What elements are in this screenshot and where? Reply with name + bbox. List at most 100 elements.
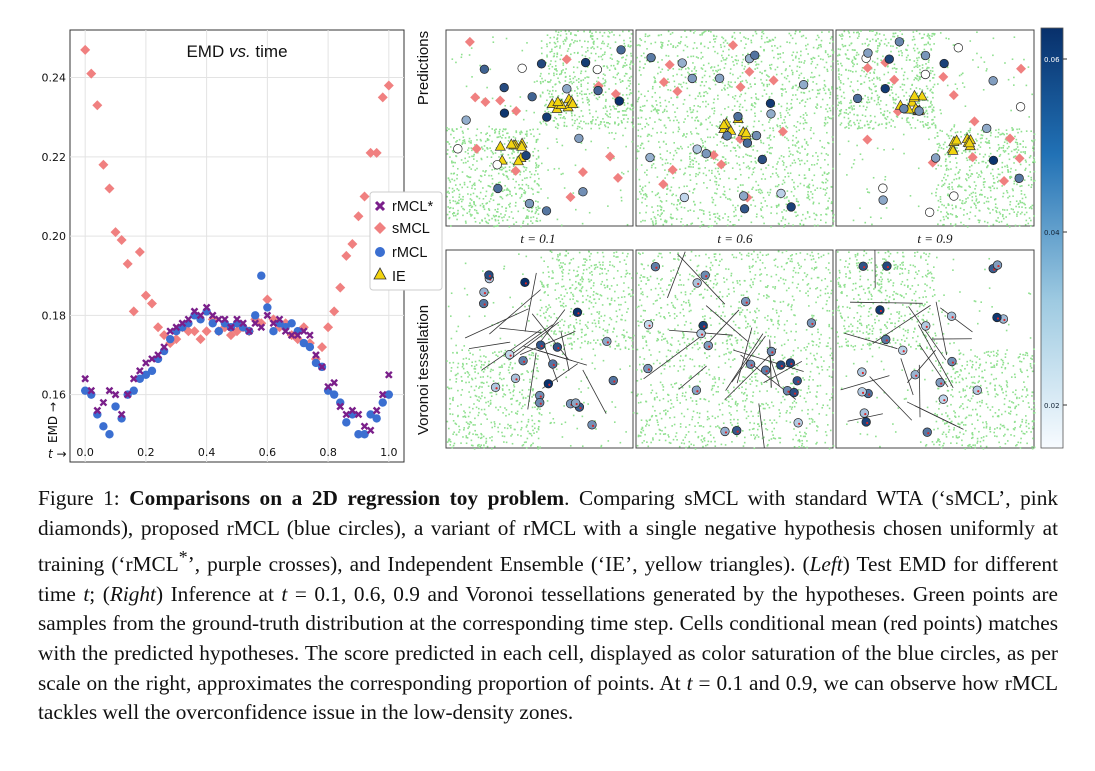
sample-point [783,197,786,200]
sample-point [650,218,653,220]
sample-point [576,275,579,277]
sample-point [478,411,480,414]
rmcl-star-point [105,386,114,395]
sample-point [520,373,523,376]
sample-point [572,81,575,84]
sample-point [455,344,457,347]
sample-point [553,120,555,122]
sample-point [715,69,717,72]
sample-point [640,304,643,307]
sample-point [770,63,773,66]
sample-point [588,255,591,258]
sample-point [687,210,689,212]
sample-point [772,359,775,361]
sample-point [668,359,671,362]
sample-point [506,188,509,191]
sample-point [562,69,564,71]
sample-point [731,441,733,443]
sample-point [630,52,632,55]
sample-point [640,164,643,166]
sample-point [797,185,799,188]
sample-point [588,307,590,310]
sample-point [532,429,534,432]
sample-point [480,433,483,436]
sample-point [603,319,605,322]
smcl-point [122,258,133,269]
sample-point [666,44,669,46]
sample-point [588,109,591,111]
y-tick-label: 0.22 [42,151,67,164]
sample-point [496,203,499,206]
sample-point [688,165,690,168]
sample-point [645,211,647,214]
sample-point [731,35,734,38]
sample-point [670,217,673,220]
rmcl-point [305,342,315,352]
sample-point [584,148,587,151]
sample-point [502,173,504,175]
sample-point [598,96,601,98]
sample-point [494,219,497,222]
sample-point [654,108,656,111]
sample-point [745,349,748,352]
smcl-point [225,330,236,341]
sample-point [630,55,633,57]
sample-point [520,193,523,196]
sample-point [617,60,620,63]
sample-point [447,141,449,143]
sample-point [714,216,717,218]
sample-point [784,136,786,139]
sample-point [741,106,744,109]
sample-point [740,93,743,96]
sample-point [540,256,543,259]
sample-point [745,43,747,46]
sample-point [599,344,602,346]
sample-point [817,296,819,299]
sample-point [749,83,752,85]
sample-point [775,206,778,209]
sample-point [631,116,634,119]
sample-point [476,433,479,436]
sample-point [527,418,530,421]
sample-point [697,373,700,376]
sample-point [606,331,609,334]
sample-point [581,127,583,130]
sample-point [766,83,769,86]
sample-point [804,148,806,151]
sample-point [680,284,682,286]
sample-point [504,137,507,139]
sample-point [815,151,817,154]
sample-point [729,150,732,152]
sample-point [593,47,595,50]
sample-point [692,47,695,50]
smcl-point [262,294,273,305]
sample-point [827,206,829,209]
sample-point [717,98,719,100]
sample-point [785,77,788,80]
sample-point [760,381,763,384]
sample-point [772,127,774,130]
sample-point [627,252,629,255]
sample-point [644,125,646,128]
sample-point [712,436,715,439]
rmcl-star-point [245,327,253,336]
sample-point [475,395,478,398]
ie-hypothesis [494,140,506,151]
sample-point [489,165,491,167]
rmcl-hypothesis [535,398,545,408]
sample-point [733,97,736,100]
sample-point [621,110,624,112]
sample-point [654,81,657,83]
sample-point [467,372,470,374]
sample-point [712,46,715,48]
sample-point [533,180,536,183]
sample-point [673,416,676,419]
sample-point [684,293,687,296]
sample-point [763,295,765,297]
sample-point [603,284,606,287]
sample-point [721,258,723,261]
sample-point [516,410,519,413]
sample-point [475,209,478,212]
sample-point [718,219,721,221]
sample-point [676,209,679,211]
